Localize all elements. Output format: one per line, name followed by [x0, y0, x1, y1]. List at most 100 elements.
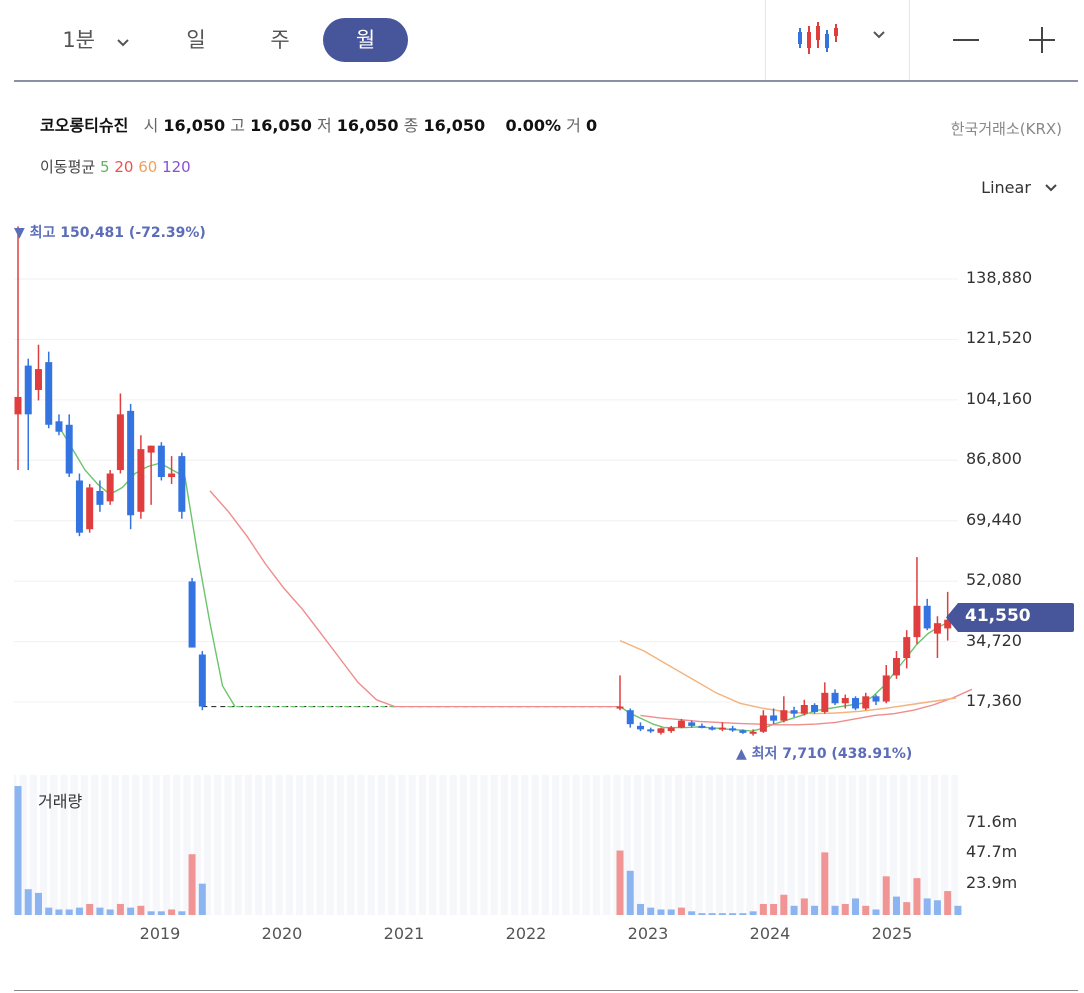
candle-body: [718, 727, 726, 730]
volume-bar: [96, 907, 104, 915]
chevron-down-icon: [116, 19, 130, 63]
candle-body: [168, 473, 176, 477]
candle-body: [852, 698, 860, 709]
volume-bar: [923, 898, 931, 915]
volume-bar: [729, 913, 737, 915]
interval-day-button[interactable]: 일: [166, 18, 226, 62]
candle-body: [923, 605, 931, 629]
volume-bar: [45, 907, 53, 915]
volume-tick-label: 47.7m: [966, 842, 1018, 861]
candle-body: [831, 692, 839, 704]
candle-body: [780, 710, 788, 721]
candle-body: [24, 365, 32, 415]
candle-body: [811, 704, 819, 712]
volume-bar: [780, 894, 788, 915]
volume-bar: [157, 911, 165, 915]
toolbar: 1분 일 주 월: [0, 0, 1084, 80]
volume-bar: [913, 878, 921, 915]
ma5-line: [59, 427, 236, 707]
plus-icon: [1029, 27, 1055, 53]
volume-bar: [147, 911, 155, 915]
chevron-down-icon: [1045, 184, 1057, 192]
candle-body: [116, 414, 124, 471]
low-marker-note: ▲ 최저 7,710 (438.91%): [736, 746, 913, 762]
volume-bar: [34, 892, 42, 915]
chart-type-button[interactable]: [790, 18, 890, 62]
zoom-in-button[interactable]: [1024, 22, 1060, 58]
year-tick-label: 2025: [871, 924, 913, 943]
candle-body: [698, 725, 706, 728]
volume-bar: [188, 854, 196, 915]
ma20-line: [640, 688, 973, 726]
candle-body: [862, 696, 870, 709]
volume-bar: [168, 909, 176, 915]
candle-body: [636, 725, 644, 730]
candle-body: [55, 421, 63, 432]
change-value: 0.00%: [505, 116, 562, 135]
moving-average-legend: 이동평균 5 20 60 120: [40, 156, 191, 177]
current-price-badge: [946, 603, 1074, 632]
volume-bar: [657, 909, 665, 915]
candle-body: [188, 581, 196, 648]
chevron-down-icon: [873, 31, 885, 39]
ohlc-info-bar: 코오롱티슈진 시 16,050 고 16,050 저 16,050 종 16,0…: [40, 112, 597, 136]
high-value: 16,050: [250, 116, 312, 135]
close-label: 종: [403, 116, 419, 135]
candle-body: [903, 637, 911, 659]
volume-bar: [852, 898, 860, 915]
volume-bar: [872, 909, 880, 915]
candle-body: [96, 490, 104, 505]
candle-body: [198, 654, 206, 707]
price-tick-label: 34,720: [966, 630, 1022, 650]
volume-bar: [770, 903, 778, 915]
low-value: 16,050: [336, 116, 399, 135]
zoom-out-button[interactable]: [948, 22, 984, 58]
candle-body: [65, 424, 73, 474]
price-tick-label: 69,440: [966, 509, 1022, 529]
candle-body: [86, 487, 94, 530]
candle-body: [657, 728, 665, 733]
candle-body: [892, 658, 900, 676]
candle-body: [647, 729, 655, 732]
interval-minute-label: 1분: [62, 28, 95, 52]
candle-body: [157, 445, 165, 477]
candle-body: [913, 605, 921, 638]
candle-body: [790, 710, 798, 714]
candle-body: [106, 473, 114, 502]
volume-bar: [831, 905, 839, 915]
candle-body: [933, 623, 941, 634]
ma-legend-period-5: 5: [99, 158, 110, 176]
candle-body: [872, 696, 880, 702]
scale-type-select[interactable]: Linear: [981, 178, 1058, 197]
candle-body: [626, 710, 634, 725]
candle-body: [616, 706, 624, 709]
volume-bar: [24, 889, 32, 915]
volume-bar: [55, 909, 63, 915]
volume-bar: [841, 903, 849, 915]
bottom-border: [14, 990, 1078, 991]
volume-label: 거: [566, 116, 581, 135]
candle-body: [677, 720, 685, 728]
exchange-name: 한국거래소(KRX): [950, 120, 1062, 138]
volume-bar: [688, 911, 696, 915]
volume-title: 거래량: [38, 792, 83, 811]
candle-body: [821, 692, 829, 712]
low-label: 저: [316, 116, 332, 135]
ma-legend-period-120: 120: [162, 158, 191, 176]
interval-minute-button[interactable]: 1분: [48, 18, 144, 62]
candle-body: [178, 456, 186, 512]
candle-body: [770, 715, 778, 721]
volume-bar: [86, 903, 94, 915]
ma20-line: [209, 490, 396, 708]
interval-week-button[interactable]: 주: [250, 18, 310, 62]
open-label: 시: [143, 116, 159, 135]
volume-bar: [821, 852, 829, 915]
high-label: 고: [230, 116, 245, 135]
ma-legend-period-20: 20: [114, 158, 134, 176]
toolbar-divider: [909, 0, 910, 80]
year-tick-label: 2019: [139, 924, 181, 943]
volume-bar: [14, 786, 22, 915]
interval-month-button[interactable]: 월: [323, 18, 408, 62]
candle-body: [800, 704, 808, 714]
